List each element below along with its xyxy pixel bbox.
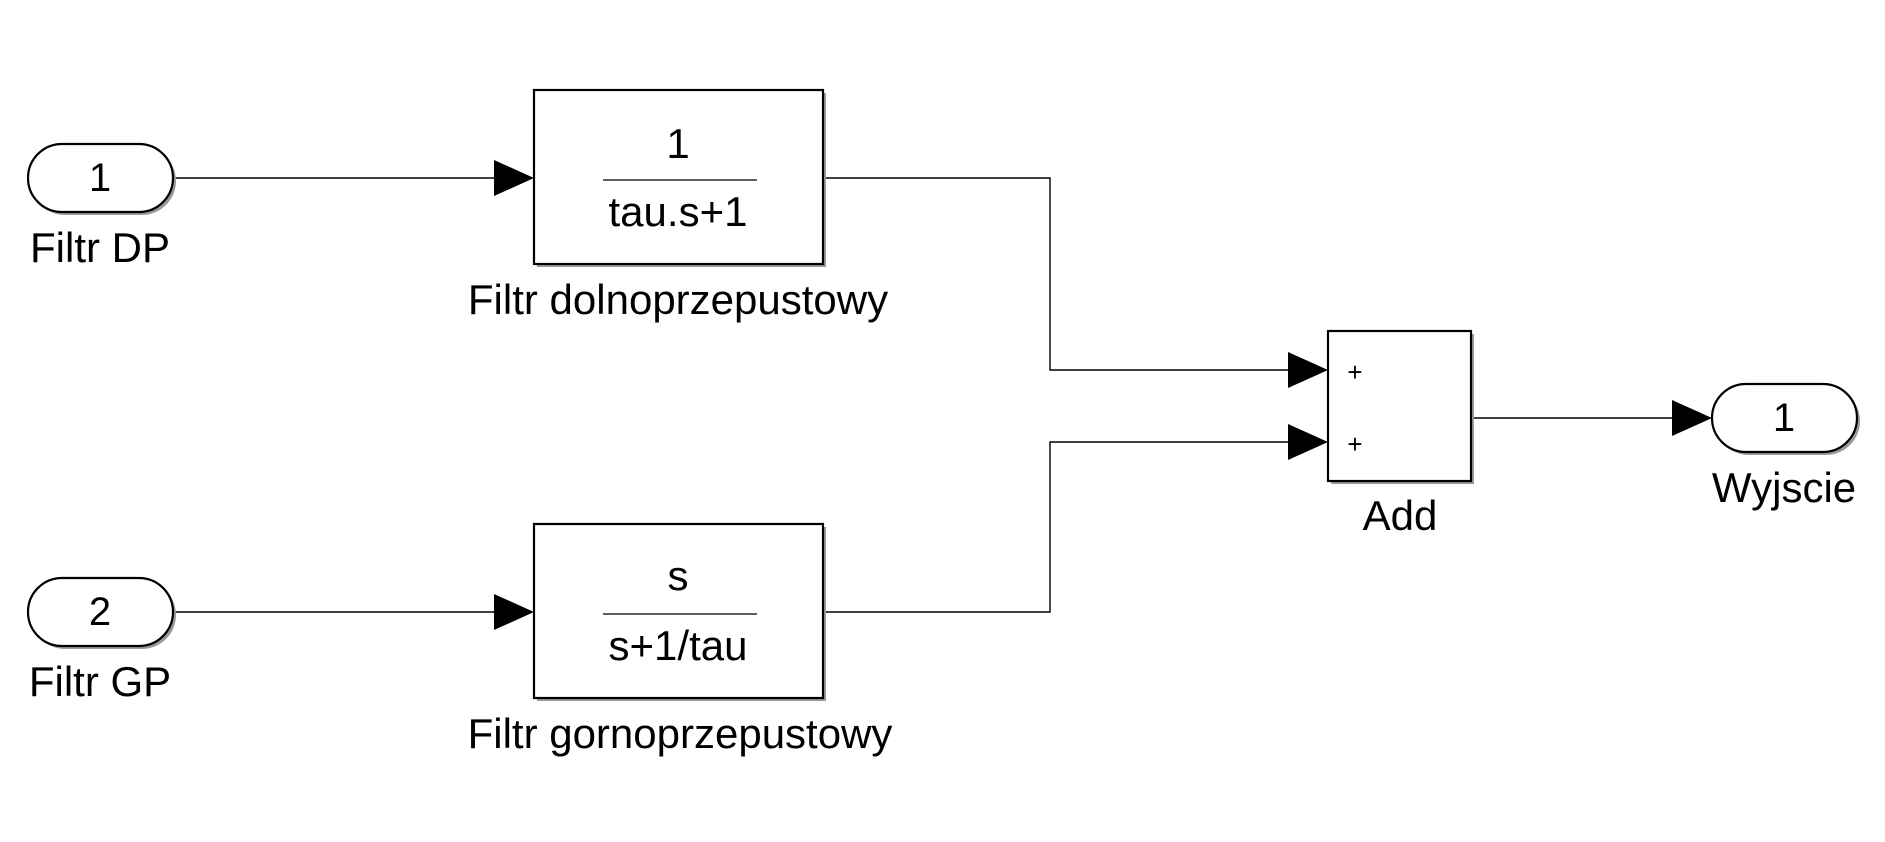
inport-2-body[interactable] (26, 576, 175, 648)
add-block-label: Add (1363, 492, 1438, 539)
lowpass-numerator: 1 (666, 120, 689, 167)
inport-2[interactable]: 2 (26, 576, 176, 649)
outport-1-body[interactable] (1710, 382, 1859, 454)
inport-1-number: 1 (89, 156, 111, 200)
arrowhead-lowpass-input (494, 160, 534, 196)
outport-1-label: Wyjscie (1712, 464, 1856, 511)
lowpass-label: Filtr dolnoprzepustowy (468, 276, 888, 323)
arrowhead-highpass-input (494, 594, 534, 630)
outport-1-number: 1 (1773, 396, 1795, 440)
highpass-label: Filtr gornoprzepustowy (468, 710, 893, 757)
wire-lowpass-to-add (822, 177, 1292, 371)
highpass-block-body[interactable] (532, 522, 825, 700)
inport-1[interactable]: 1 (26, 142, 176, 215)
wire-highpass-to-add (822, 441, 1292, 613)
transfer-fcn-highpass[interactable]: s s+1/tau (532, 522, 826, 701)
arrowhead-add-input-1 (1288, 352, 1328, 388)
lowpass-denominator: tau.s+1 (609, 188, 748, 235)
lowpass-block-body[interactable] (532, 88, 825, 266)
arrowhead-add-input-2 (1288, 424, 1328, 460)
transfer-fcn-lowpass[interactable]: 1 tau.s+1 (532, 88, 826, 267)
inport-2-label: Filtr GP (29, 658, 171, 705)
add-block-body[interactable] (1326, 329, 1473, 483)
arrowhead-outport-input (1672, 400, 1712, 436)
inport-1-label: Filtr DP (30, 224, 170, 271)
highpass-denominator: s+1/tau (609, 622, 748, 669)
highpass-numerator: s (668, 552, 689, 599)
inport-1-body[interactable] (26, 142, 175, 214)
inport-2-number: 2 (89, 590, 111, 634)
add-block[interactable]: + + (1326, 329, 1474, 484)
add-sign-1: + (1347, 357, 1362, 387)
outport-1[interactable]: 1 (1710, 382, 1860, 455)
add-sign-2: + (1347, 429, 1362, 459)
